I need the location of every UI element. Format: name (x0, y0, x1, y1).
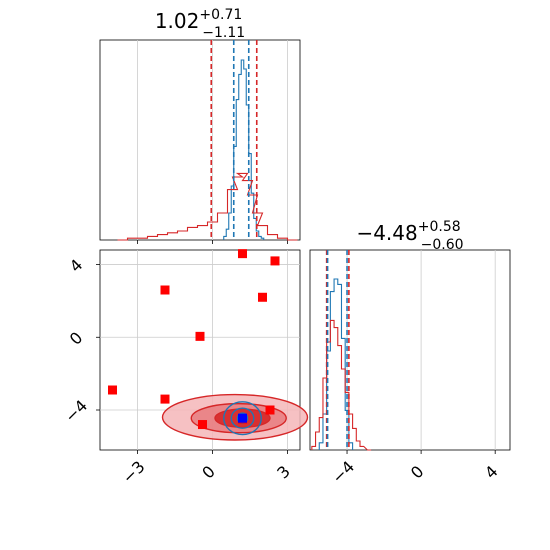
quantile-lines (210, 40, 258, 240)
title-lower: −1.11 (202, 25, 245, 41)
y-tick-label: −4 (61, 396, 91, 426)
title-value: 1.02 (155, 9, 200, 33)
x-tick-label: 0 (198, 462, 219, 483)
title-upper: +0.58 (418, 219, 461, 235)
red-point (258, 292, 267, 302)
histogram-panel-param1: 1.02+0.71 −1.11 (99, 7, 301, 244)
y-tick-label: 4 (66, 255, 87, 276)
scatter-panel: −3 0 3 4 0 −4 (61, 249, 309, 487)
red-point (270, 256, 280, 266)
histogram-series (117, 172, 298, 241)
blue-point (238, 413, 247, 423)
title-upper: +0.71 (199, 7, 242, 23)
red-point (160, 394, 170, 404)
red-point (198, 420, 207, 430)
blue-contour (230, 407, 255, 429)
title-value: −4.48 (356, 221, 417, 245)
panel-title: 1.02+0.71 −1.11 (155, 7, 245, 41)
x-tick-label: 0 (407, 462, 428, 483)
x-tick-labels: −3 0 3 (119, 457, 294, 487)
histogram-series (223, 59, 265, 240)
x-tick-label: 3 (273, 462, 294, 483)
red-point (238, 249, 247, 259)
panel-title: −4.48+0.58 −0.60 (356, 219, 463, 253)
x-tick-label: −4 (328, 457, 358, 487)
axes-frame (99, 39, 301, 241)
y-tick-label: 0 (66, 328, 87, 349)
title-lower: −0.60 (421, 237, 464, 253)
x-tick-label: −3 (119, 457, 149, 487)
grid (346, 250, 496, 454)
quantile-lines (325, 250, 350, 450)
x-tick-label: 4 (481, 462, 502, 483)
histogram-panel-param2: −4 0 4 −4.48+0.58 −0.60 (309, 219, 511, 487)
points (108, 249, 280, 430)
series-group (311, 278, 372, 451)
histogram-series (311, 319, 372, 451)
red-point (160, 285, 170, 295)
axes-frame (309, 249, 511, 451)
contours (161, 393, 309, 441)
y-tick-labels: 4 0 −4 (61, 255, 91, 426)
red-point (108, 385, 117, 395)
x-tick-labels: −4 0 4 (328, 457, 502, 487)
series-group (117, 59, 298, 241)
blue-contour (223, 401, 262, 436)
grid (137, 40, 288, 244)
axes-frame (99, 249, 301, 451)
red-point (195, 331, 205, 341)
red-point (265, 405, 275, 415)
